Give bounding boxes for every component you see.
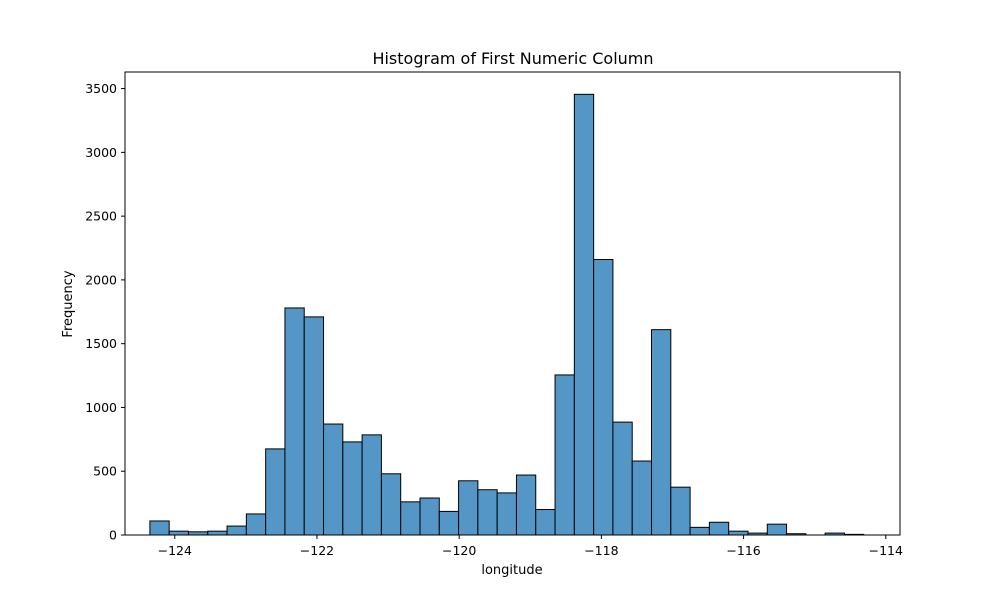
histogram-bar <box>535 508 556 536</box>
histogram-bar <box>573 93 595 536</box>
y-tick-label: 3000 <box>85 145 117 160</box>
y-axis-ticks: 0 500 1000 1500 2000 2500 3000 3500 <box>85 81 125 543</box>
y-tick-label: 1500 <box>85 336 117 351</box>
histogram-bar <box>593 259 614 536</box>
histogram-bar <box>168 530 189 536</box>
histogram-bar <box>631 460 653 536</box>
histogram-bar <box>245 513 267 536</box>
x-axis-label: longitude <box>481 563 542 578</box>
histogram-bar <box>689 526 710 536</box>
y-tick-label: 2500 <box>85 209 117 224</box>
histogram-bar <box>670 486 691 536</box>
histogram-bar <box>496 492 517 536</box>
histogram-bar <box>380 473 402 536</box>
histogram-bar <box>323 423 344 536</box>
x-tick-label: −122 <box>300 543 334 558</box>
histogram-bar <box>284 307 305 536</box>
histogram-bar <box>651 329 672 536</box>
chart-title: Histogram of First Numeric Column <box>372 49 653 68</box>
histogram-bar <box>400 501 421 536</box>
histogram-bar <box>303 316 325 536</box>
histogram-bar <box>477 489 498 536</box>
x-tick-label: −114 <box>869 543 903 558</box>
x-tick-label: −120 <box>442 543 476 558</box>
histogram-bar <box>361 434 382 536</box>
histogram-bar <box>207 530 228 536</box>
y-axis-label: Frequency <box>61 270 76 337</box>
x-tick-label: −118 <box>584 543 618 558</box>
histogram-bar <box>458 480 479 536</box>
y-tick-label: 3500 <box>85 81 117 96</box>
y-tick-label: 0 <box>109 528 117 543</box>
x-axis-ticks: −124 −122 −120 −118 −116 −114 <box>158 535 903 558</box>
x-tick-label: −116 <box>726 543 760 558</box>
histogram-bar <box>554 374 575 536</box>
histogram-bar <box>438 510 460 536</box>
histogram-bar <box>766 523 788 536</box>
y-tick-label: 500 <box>93 464 117 479</box>
x-tick-label: −124 <box>158 543 192 558</box>
histogram-bar <box>708 521 730 536</box>
histogram-bar <box>149 520 170 536</box>
histogram-bars <box>149 93 865 536</box>
y-tick-label: 2000 <box>85 272 117 287</box>
histogram-bar <box>728 530 749 536</box>
histogram-bar <box>265 448 286 536</box>
y-tick-label: 1000 <box>85 400 117 415</box>
histogram-bar <box>419 497 440 536</box>
histogram-bar <box>226 525 247 536</box>
plot-area-frame <box>124 71 901 536</box>
histogram-bar <box>515 474 537 536</box>
histogram-bar <box>342 441 363 536</box>
histogram-bar <box>612 421 633 536</box>
